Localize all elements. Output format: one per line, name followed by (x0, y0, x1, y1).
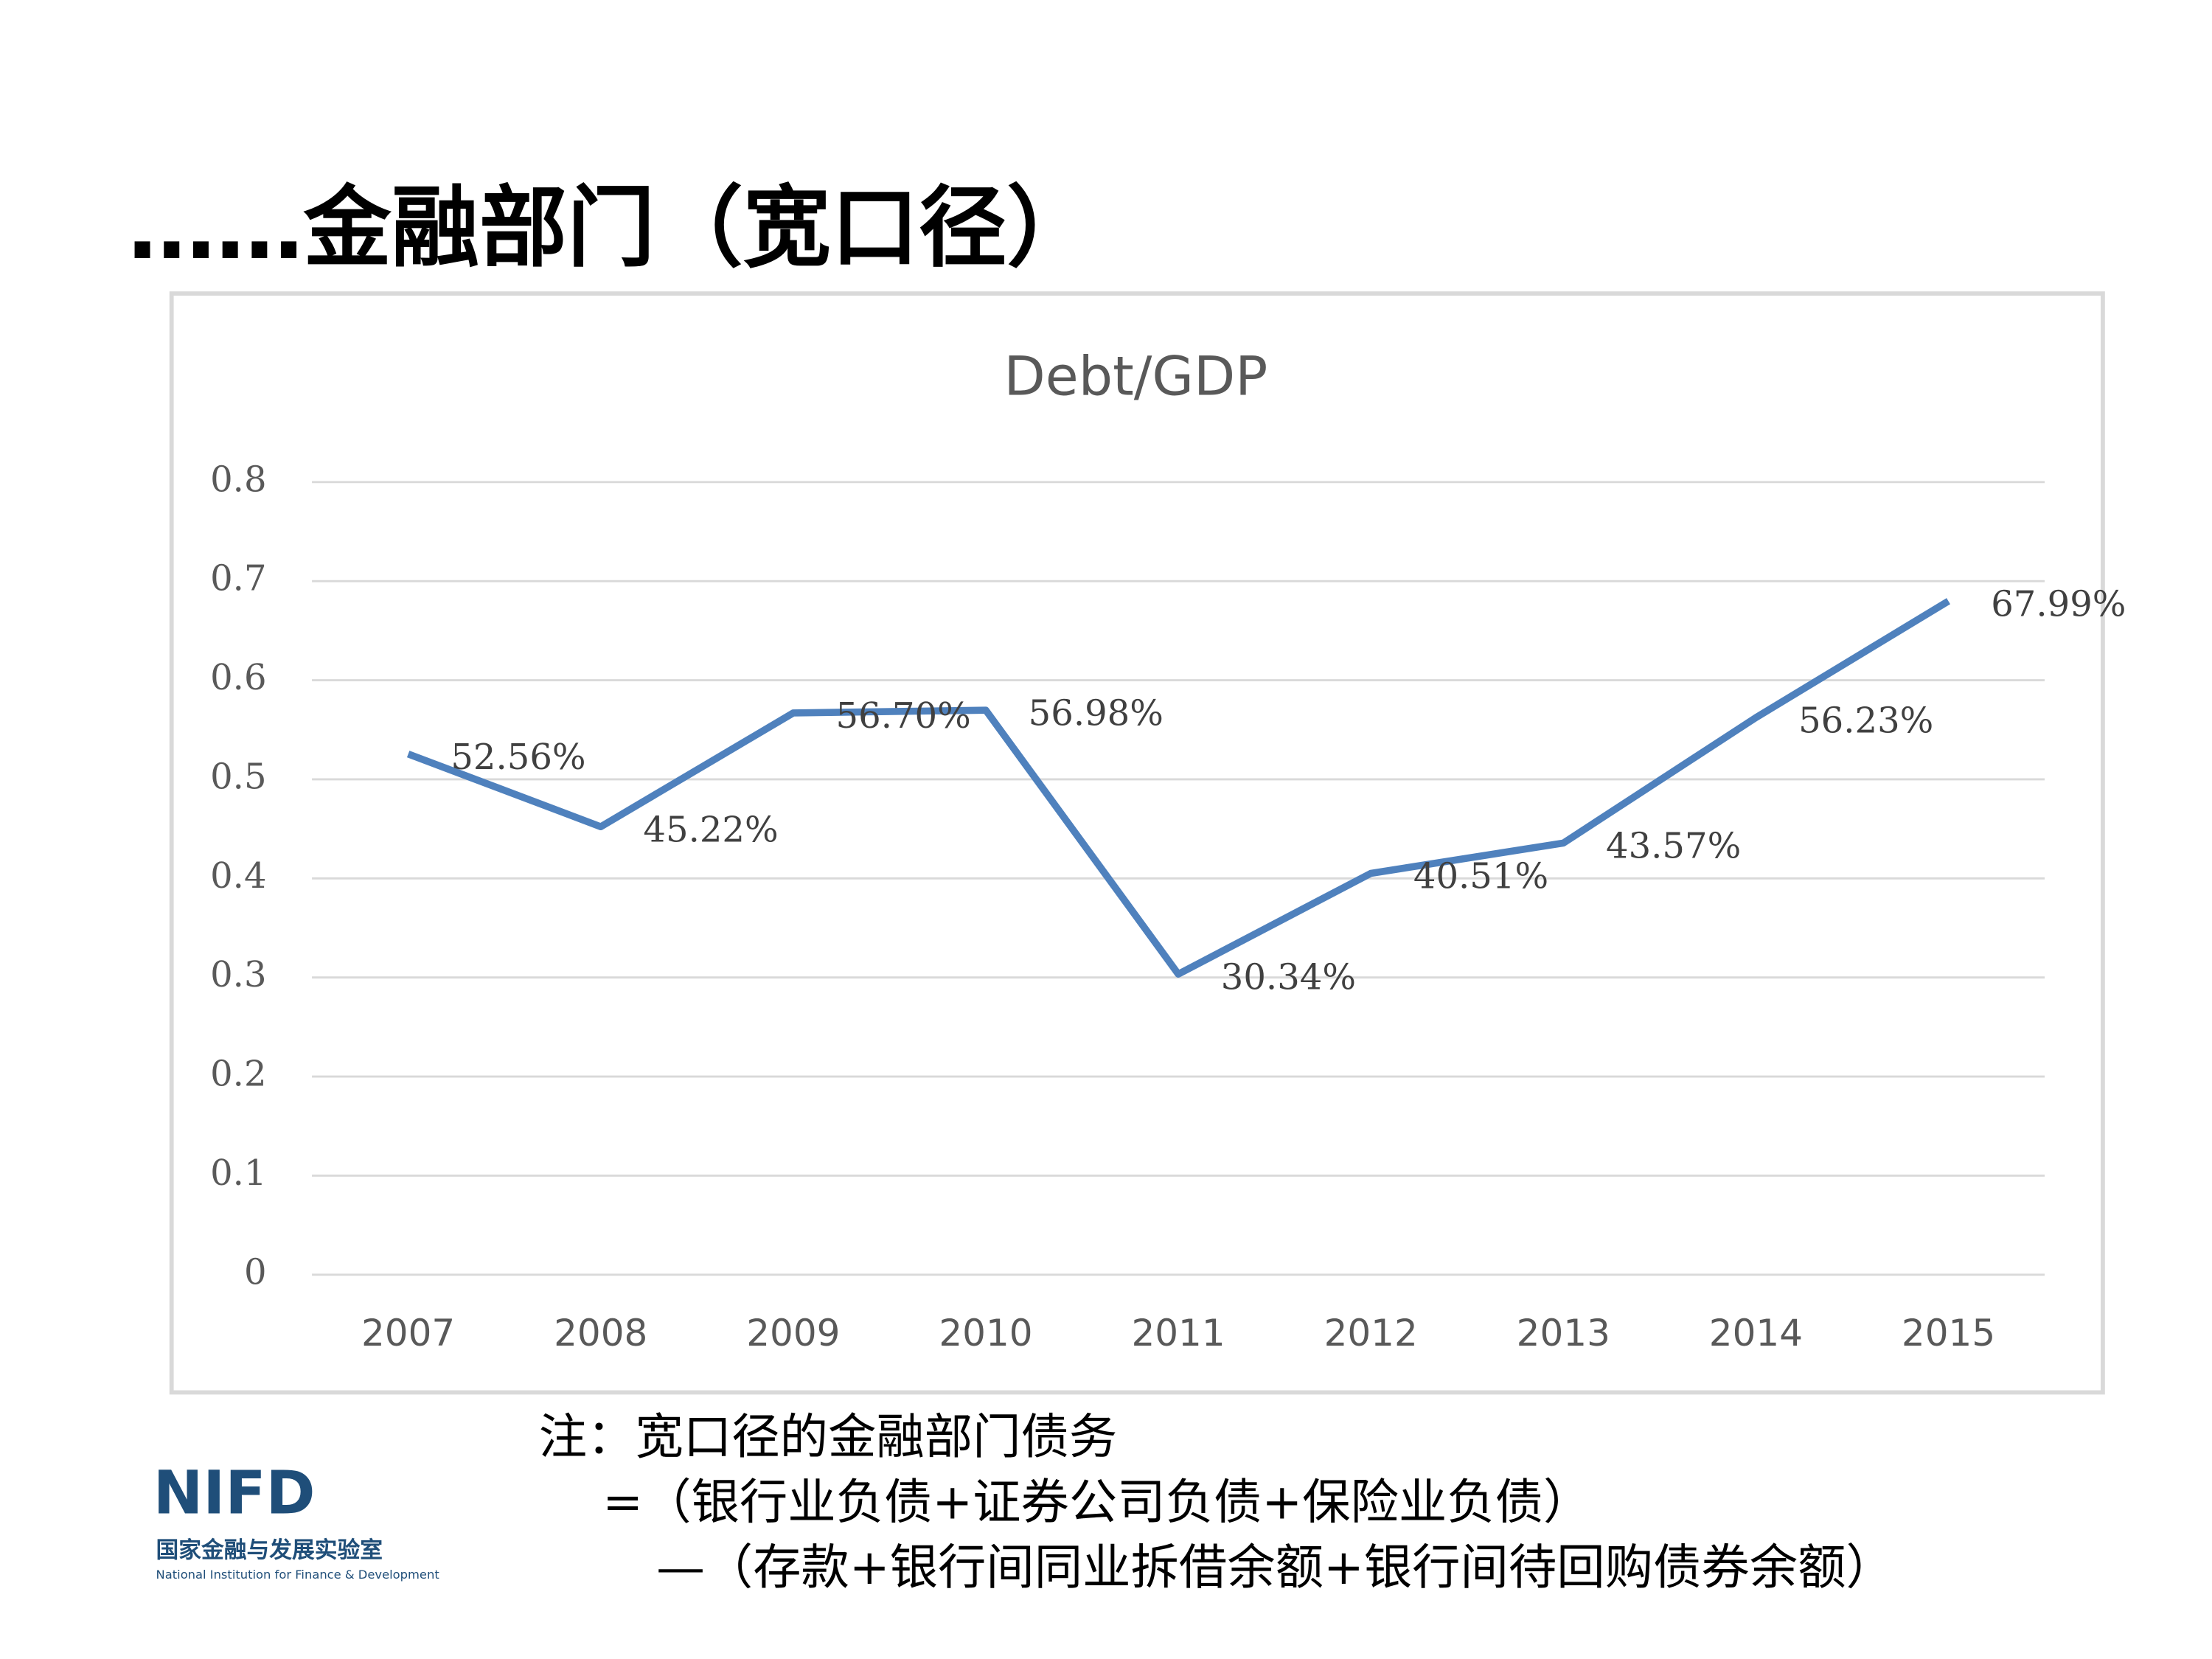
x-tick-label: 2007 (361, 1312, 455, 1354)
y-tick-label: 0 (244, 1251, 267, 1293)
x-tick-label: 2010 (939, 1312, 1032, 1354)
y-tick-label: 0.4 (210, 855, 266, 897)
data-label: 52.56% (451, 737, 585, 778)
logo-name: 国家金融与发展实验室 (156, 1537, 383, 1563)
data-label: 30.34% (1221, 956, 1356, 998)
data-label: 56.70% (836, 695, 971, 737)
logo-mark: NIFD (153, 1459, 316, 1528)
chart-title: Debt/GDP (1004, 345, 1267, 408)
y-tick-label: 0.8 (210, 459, 266, 500)
data-label: 43.57% (1606, 826, 1741, 867)
y-tick-label: 0.5 (210, 756, 266, 797)
data-line (406, 598, 1951, 978)
data-label: 56.98% (1029, 692, 1164, 734)
x-tick-label: 2015 (1902, 1312, 1995, 1354)
note-line: —（存款+银行间同业拆借余额+银行间待回购债券余额） (656, 1540, 1894, 1596)
note-line: 注：宽口径的金融部门债务 (539, 1409, 1118, 1465)
data-label: 45.22% (643, 809, 778, 850)
data-label: 67.99% (1991, 583, 2126, 625)
x-tick-label: 2014 (1709, 1312, 1803, 1354)
note-line: =（银行业负债+证券公司负债+保险业负债） (602, 1474, 1591, 1530)
x-tick-label: 2013 (1517, 1312, 1610, 1354)
x-tick-label: 2009 (746, 1312, 840, 1354)
x-tick-label: 2011 (1131, 1312, 1225, 1354)
chart-frame (169, 291, 2105, 1395)
y-tick-label: 0.1 (210, 1152, 266, 1194)
data-label: 40.51% (1413, 856, 1548, 897)
y-tick-label: 0.2 (210, 1054, 266, 1095)
y-tick-label: 0.3 (210, 954, 266, 995)
logo-english: National Institution for Finance & Devel… (156, 1568, 440, 1582)
x-tick-label: 2012 (1324, 1312, 1418, 1354)
data-label: 56.23% (1798, 700, 1933, 741)
slide-title: ……金融部门（宽口径） (128, 177, 1094, 279)
x-tick-label: 2008 (554, 1312, 647, 1354)
y-tick-label: 0.7 (210, 558, 266, 599)
y-tick-label: 0.6 (210, 657, 266, 698)
plot-area: 0 0.1 0.2 0.3 0.4 0.5 0.6 0.7 0.8 2007 2008 2009 201… (210, 459, 2126, 1354)
